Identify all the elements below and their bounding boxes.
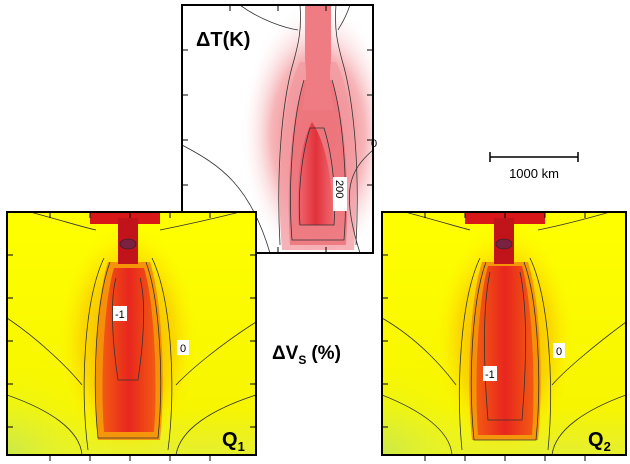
q2-panel: -1 0 Q2 xyxy=(381,211,627,461)
q1-contour-label-neg1: -1 xyxy=(115,309,125,321)
q1-panel-frame xyxy=(6,211,257,456)
scale-bar-label: 1000 km xyxy=(509,166,559,181)
scale-bar: 1000 km xyxy=(489,152,579,181)
q1-ticks xyxy=(7,212,256,461)
q1-contours xyxy=(7,212,256,455)
q2-contour-label-neg1: -1 xyxy=(485,369,495,381)
q1-label: Q1 xyxy=(222,429,245,454)
q2-panel-frame xyxy=(381,211,627,456)
q2-contours xyxy=(382,212,626,455)
temperature-plume-core xyxy=(297,122,334,225)
velocity-anomaly-label: ΔVS (%) xyxy=(272,343,341,367)
q2-label: Q2 xyxy=(588,429,611,454)
temperature-contours xyxy=(182,5,373,253)
temperature-title: ΔT(K) xyxy=(196,29,250,51)
q1-plume-core xyxy=(102,268,156,432)
q1-contour-label-zero: 0 xyxy=(180,343,186,355)
q2-contour-label-zero: 0 xyxy=(556,346,562,358)
contour-label-zero: 0 xyxy=(371,138,377,150)
q2-ticks xyxy=(382,212,586,461)
temperature-plume-conduit xyxy=(302,5,334,110)
q1-panel: -1 0 Q1 xyxy=(6,211,257,461)
q2-plume-core xyxy=(476,266,534,435)
temperature-panel: ΔT(K) 0 200 xyxy=(181,4,377,254)
contour-label-200: 200 xyxy=(333,180,345,198)
temperature-ticks xyxy=(182,5,373,253)
